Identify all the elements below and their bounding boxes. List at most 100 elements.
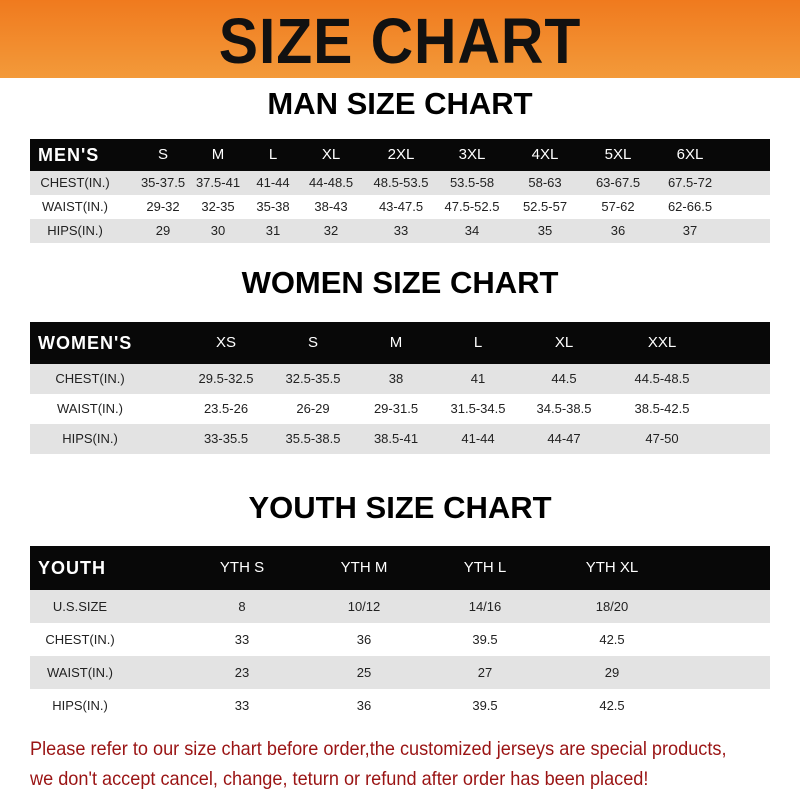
measurement-value: 35-37.5 — [140, 175, 186, 190]
measurement-value: 63-67.5 — [595, 175, 641, 190]
measurement-value: 62-66.5 — [667, 199, 713, 214]
women-size-table: WOMEN'S XS S M L XL XXL CHEST(IN.) 29.5-32.5 32.5… — [30, 322, 770, 454]
measurement-value: 39.5 — [472, 632, 498, 647]
measurement-value: 10/12 — [347, 599, 381, 614]
measurement-value: 37.5-41 — [195, 175, 241, 190]
size-column-header: L — [473, 334, 483, 351]
table-row: WAIST(IN.) 29-32 32-35 35-38 38-43 43-47.5 47.… — [30, 195, 770, 219]
men-section-title: MAN SIZE CHART — [267, 86, 533, 121]
measurement-label: HIPS(IN.) — [62, 431, 118, 446]
size-column-header: XL — [554, 334, 574, 351]
measurement-value: 30 — [210, 223, 226, 238]
table-row: HIPS(IN.) 33 36 39.5 42.5 — [30, 689, 770, 722]
size-column-header: 4XL — [531, 146, 559, 163]
measurement-label: WAIST(IN.) — [42, 199, 108, 214]
measurement-label: HIPS(IN.) — [47, 223, 103, 238]
size-column-header: XXL — [647, 334, 677, 351]
measurement-value: 29 — [155, 223, 171, 238]
row-header-label: YOUTH — [38, 558, 106, 578]
measurement-value: 47.5-52.5 — [444, 199, 500, 214]
table-row: HIPS(IN.) 33-35.5 35.5-38.5 38.5-41 41-44 44-… — [30, 424, 770, 454]
measurement-value: 48.5-53.5 — [373, 175, 429, 190]
measurement-value: 44-47 — [547, 431, 581, 446]
measurement-label: HIPS(IN.) — [52, 698, 108, 713]
measurement-value: 33 — [234, 632, 250, 647]
measurement-label: U.S.SIZE — [52, 599, 108, 614]
measurement-value: 32-35 — [201, 199, 235, 214]
measurement-value: 36 — [356, 698, 372, 713]
table-row: CHEST(IN.) 29.5-32.5 32.5-35.5 38 41 44.5 44.5… — [30, 364, 770, 394]
table-row: WAIST(IN.) 23.5-26 26-29 29-31.5 31.5-34.5 34… — [30, 394, 770, 424]
measurement-value: 18/20 — [595, 599, 629, 614]
men-size-table: MEN'S S M L XL 2XL 3XL 4XL 5XL 6XL CHEST(IN.) 35-37… — [30, 139, 770, 243]
measurement-value: 36 — [610, 223, 626, 238]
measurement-value: 23.5-26 — [203, 401, 249, 416]
measurement-value: 43-47.5 — [378, 199, 424, 214]
measurement-value: 42.5 — [599, 632, 625, 647]
row-header-label: WOMEN'S — [38, 333, 133, 353]
size-column-header: YTH S — [219, 559, 265, 576]
measurement-value: 31 — [265, 223, 281, 238]
measurement-value: 23 — [234, 665, 250, 680]
table-row: WAIST(IN.) 23 25 27 29 — [30, 656, 770, 689]
measurement-value: 29.5-32.5 — [198, 371, 254, 386]
measurement-value: 8 — [238, 599, 246, 614]
size-column-header: 2XL — [387, 146, 415, 163]
table-row: HIPS(IN.) 29 30 31 32 33 34 35 36 37 — [30, 219, 770, 243]
size-column-header: M — [211, 146, 225, 163]
measurement-value: 44-48.5 — [308, 175, 354, 190]
women-header-row: WOMEN'S XS S M L XL XXL — [30, 322, 770, 364]
size-column-header: YTH XL — [585, 559, 639, 576]
table-row: CHEST(IN.) 35-37.5 37.5-41 41-44 44-48.5 48.5… — [30, 171, 770, 195]
measurement-value: 27 — [477, 665, 493, 680]
measurement-label: CHEST(IN.) — [40, 175, 110, 190]
measurement-value: 42.5 — [599, 698, 625, 713]
notice-line: we don't accept cancel, change, teturn o… — [30, 768, 649, 790]
banner-title: SIZE CHART — [218, 5, 582, 77]
measurement-value: 41-44 — [461, 431, 495, 446]
measurement-label: WAIST(IN.) — [57, 401, 123, 416]
size-column-header: YTH M — [340, 559, 388, 576]
measurement-value: 35-38 — [256, 199, 290, 214]
measurement-value: 33 — [234, 698, 250, 713]
measurement-value: 41-44 — [256, 175, 290, 190]
table-row: CHEST(IN.) 33 36 39.5 42.5 — [30, 623, 770, 656]
size-column-header: M — [389, 334, 403, 351]
measurement-value: 33 — [393, 223, 409, 238]
size-column-header: S — [157, 146, 169, 163]
table-row: U.S.SIZE 8 10/12 14/16 18/20 — [30, 590, 770, 623]
measurement-value: 29-32 — [146, 199, 180, 214]
size-column-header: 3XL — [458, 146, 486, 163]
size-column-header: 6XL — [676, 146, 704, 163]
measurement-label: CHEST(IN.) — [55, 371, 125, 386]
measurement-value: 29-31.5 — [373, 401, 419, 416]
measurement-value: 67.5-72 — [667, 175, 713, 190]
measurement-value: 26-29 — [296, 401, 330, 416]
measurement-value: 38-43 — [314, 199, 348, 214]
order-notice: Please refer to our size chart before or… — [30, 734, 728, 794]
measurement-value: 31.5-34.5 — [450, 401, 506, 416]
measurement-value: 35 — [537, 223, 553, 238]
measurement-value: 44.5 — [551, 371, 577, 386]
size-column-header: XS — [215, 334, 237, 351]
measurement-value: 25 — [356, 665, 372, 680]
women-section-title: WOMEN SIZE CHART — [241, 265, 559, 300]
measurement-value: 39.5 — [472, 698, 498, 713]
measurement-value: 52.5-57 — [522, 199, 568, 214]
size-column-header: 5XL — [604, 146, 632, 163]
measurement-value: 38.5-41 — [373, 431, 419, 446]
youth-section-title: YOUTH SIZE CHART — [248, 490, 552, 525]
measurement-value: 33-35.5 — [203, 431, 249, 446]
measurement-value: 34 — [464, 223, 480, 238]
measurement-value: 29 — [604, 665, 620, 680]
youth-header-row: YOUTH YTH S YTH M YTH L YTH XL — [30, 546, 770, 590]
measurement-value: 57-62 — [601, 199, 635, 214]
measurement-value: 47-50 — [645, 431, 679, 446]
measurement-value: 14/16 — [468, 599, 502, 614]
men-header-row: MEN'S S M L XL 2XL 3XL 4XL 5XL 6XL — [30, 139, 770, 171]
measurement-value: 32.5-35.5 — [285, 371, 341, 386]
measurement-value: 38 — [388, 371, 404, 386]
row-header-label: MEN'S — [38, 145, 100, 165]
measurement-value: 35.5-38.5 — [285, 431, 341, 446]
measurement-value: 44.5-48.5 — [634, 371, 690, 386]
